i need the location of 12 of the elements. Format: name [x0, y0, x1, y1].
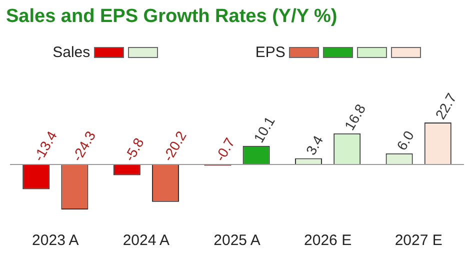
chart-title: Sales and EPS Growth Rates (Y/Y %)	[6, 6, 338, 28]
x-tick-label: 2025 A	[214, 232, 260, 250]
legend-label: Sales	[52, 44, 90, 61]
x-tick-label: 2023 A	[32, 232, 79, 250]
legend-label: EPS	[255, 44, 286, 61]
x-tick-label: 2026 E	[304, 232, 352, 250]
data-label: -5.8	[120, 134, 148, 164]
data-label: 6.0	[393, 128, 418, 153]
x-tick-label: 2024 A	[122, 232, 170, 250]
data-label: 3.4	[302, 132, 326, 158]
data-label: -0.7	[212, 134, 238, 164]
x-tick-label: 2027 E	[394, 232, 442, 250]
